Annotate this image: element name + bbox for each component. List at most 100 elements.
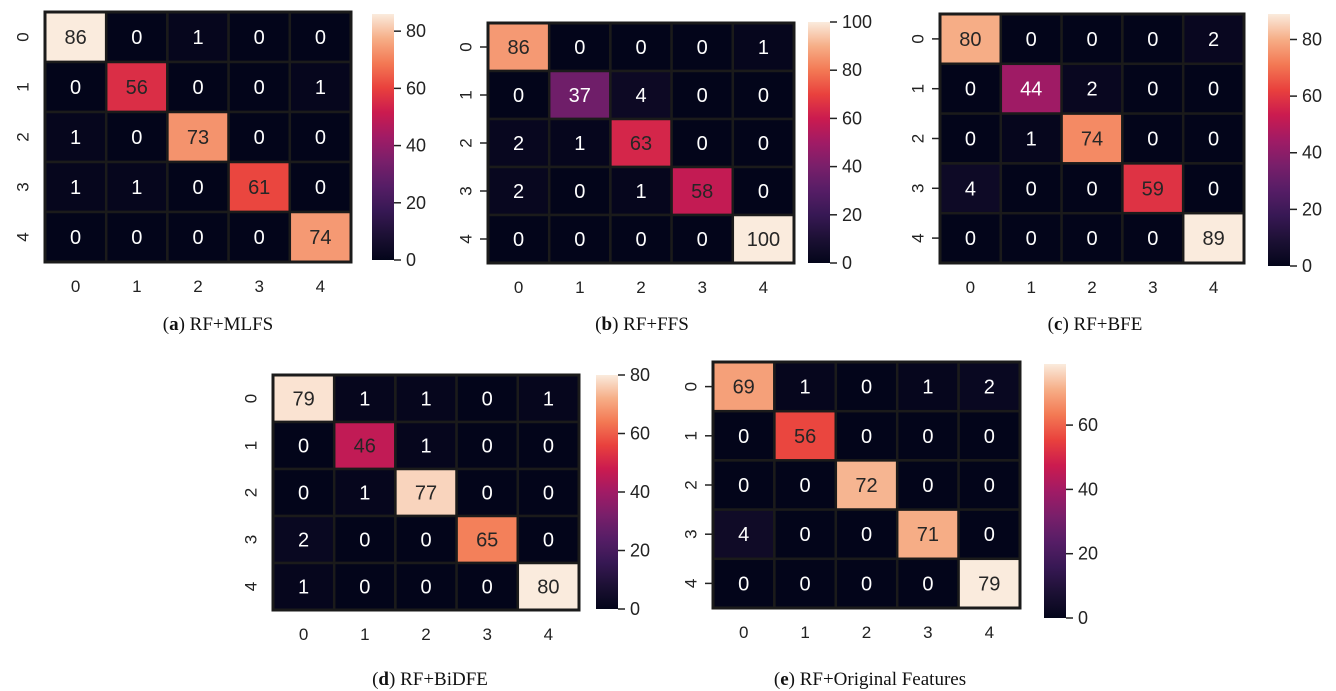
x-tick-label: 2 <box>193 277 202 296</box>
cell-value-label: 79 <box>978 573 1000 595</box>
heatmap-cell <box>1121 211 1185 265</box>
cell-value-label: 0 <box>574 181 585 203</box>
cell-value-label: 0 <box>131 127 142 149</box>
cell-value-label: 86 <box>64 27 86 49</box>
cell-value-label: 0 <box>543 436 554 458</box>
cell-value-label: 0 <box>254 127 265 149</box>
x-tick-label: 0 <box>739 623 748 642</box>
colorbar-tick-label: 60 <box>1078 415 1098 435</box>
cell-value-label: 0 <box>984 524 995 546</box>
cell-value-label: 74 <box>1081 129 1103 151</box>
cell-value-label: 0 <box>254 77 265 99</box>
x-tick-label: 2 <box>421 625 430 644</box>
cell-value-label: 46 <box>354 436 376 458</box>
cell-value-label: 65 <box>476 530 498 552</box>
heatmap-cell <box>1181 112 1246 165</box>
cell-value-label: 0 <box>420 577 431 599</box>
caption-paren-close: ) <box>389 669 400 690</box>
caption-paren-open: ( <box>1048 314 1054 335</box>
colorbar-tick-label: 60 <box>630 424 650 444</box>
y-tick-label: 3 <box>909 184 928 193</box>
heatmap-cell <box>104 160 169 214</box>
panel-caption: (b) RF+FFS <box>595 314 689 335</box>
heatmap-cell <box>547 213 612 265</box>
x-tick-label: 3 <box>923 623 932 642</box>
cell-value-label: 1 <box>1026 129 1037 151</box>
cell-value-label: 1 <box>359 483 370 505</box>
cell-value-label: 0 <box>1026 178 1037 200</box>
heatmap-cell <box>227 110 292 164</box>
caption-panel-letter: e <box>780 669 788 690</box>
colorbar <box>372 14 394 260</box>
panel-caption: (e) RF+Original Features <box>774 669 966 690</box>
cell-value-label: 0 <box>315 127 326 149</box>
cell-value-label: 0 <box>131 27 142 49</box>
colorbar-tick-label: 40 <box>406 136 426 156</box>
colorbar-tick-label: 80 <box>1302 29 1322 49</box>
caption-panel-letter: b <box>602 314 613 335</box>
heatmap-cell <box>547 165 612 217</box>
cell-value-label: 0 <box>697 229 708 251</box>
cell-value-label: 0 <box>574 37 585 59</box>
cell-value-label: 0 <box>800 573 811 595</box>
cell-value-label: 1 <box>800 377 811 399</box>
x-tick-label: 2 <box>1087 278 1096 297</box>
cell-value-label: 80 <box>537 577 559 599</box>
cell-value-label: 2 <box>298 530 309 552</box>
caption-paren-open: ( <box>595 314 601 335</box>
y-tick-label: 1 <box>457 90 476 99</box>
heatmap-cell <box>455 420 520 471</box>
cell-value-label: 0 <box>1147 29 1158 51</box>
heatmap-cell <box>288 60 353 114</box>
cell-value-label: 0 <box>298 483 309 505</box>
heatmap-cell <box>609 117 673 169</box>
cell-value-label: 0 <box>965 129 976 151</box>
cell-value-label: 2 <box>513 181 524 203</box>
cell-value-label: 0 <box>482 577 493 599</box>
cell-value-label: 73 <box>187 127 209 149</box>
cell-value-label: 0 <box>800 524 811 546</box>
heatmap-cell <box>166 210 230 264</box>
y-tick-label: 0 <box>14 32 33 41</box>
colorbar <box>808 22 830 263</box>
x-tick-label: 0 <box>966 278 975 297</box>
heatmap-cell <box>1181 62 1246 115</box>
cell-value-label: 0 <box>984 475 995 497</box>
colorbar-tick-label: 0 <box>630 599 640 619</box>
colorbar-tick-label: 40 <box>842 157 862 177</box>
cell-value-label: 72 <box>855 475 877 497</box>
x-tick-label: 3 <box>482 625 491 644</box>
cell-value-label: 1 <box>192 27 203 49</box>
cell-value-label: 0 <box>1208 129 1219 151</box>
y-tick-label: 2 <box>909 134 928 143</box>
cell-value-label: 0 <box>420 530 431 552</box>
heatmap-cell <box>547 117 612 169</box>
heatmap-cell <box>455 467 520 518</box>
caption-paren-close: ) <box>612 314 623 335</box>
cell-value-label: 0 <box>697 37 708 59</box>
heatmap-cell <box>834 459 899 511</box>
cell-value-label: 1 <box>574 133 585 155</box>
cell-value-label: 0 <box>543 530 554 552</box>
cell-value-label: 1 <box>70 127 81 149</box>
y-tick-label: 0 <box>242 394 261 403</box>
cell-value-label: 4 <box>738 524 749 546</box>
colorbar <box>1044 364 1066 618</box>
x-tick-label: 0 <box>71 277 80 296</box>
cell-value-label: 71 <box>917 524 939 546</box>
cell-value-label: 0 <box>70 227 81 249</box>
heatmap-cell <box>394 420 458 471</box>
x-tick-label: 1 <box>800 623 809 642</box>
cell-value-label: 0 <box>482 389 493 411</box>
cell-value-label: 0 <box>1208 79 1219 101</box>
y-tick-label: 3 <box>457 186 476 195</box>
cell-value-label: 0 <box>635 229 646 251</box>
colorbar <box>1268 14 1290 266</box>
x-tick-label: 1 <box>360 625 369 644</box>
heatmap-frame <box>43 10 353 264</box>
cell-value-label: 0 <box>758 181 769 203</box>
caption-paren-open: ( <box>372 669 378 690</box>
colorbar-tick-label: 0 <box>1302 256 1312 276</box>
cell-value-label: 0 <box>1086 29 1097 51</box>
heatmap-cell <box>288 160 353 214</box>
